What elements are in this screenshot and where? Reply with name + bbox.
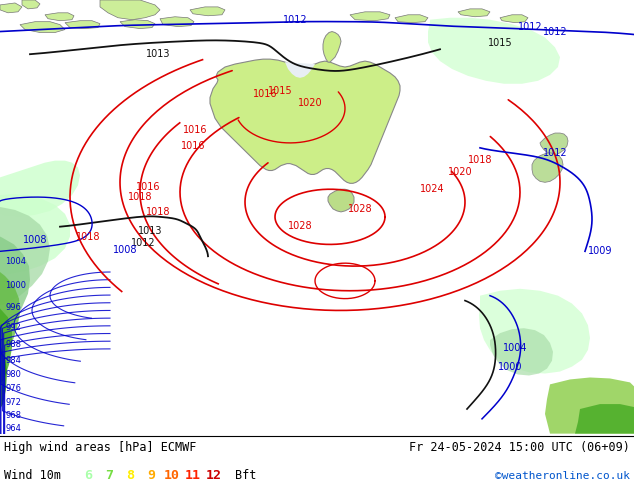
Polygon shape xyxy=(210,59,400,183)
Polygon shape xyxy=(500,15,528,23)
Polygon shape xyxy=(20,22,65,32)
Polygon shape xyxy=(328,189,354,212)
Text: 10: 10 xyxy=(164,469,180,483)
Text: 1018: 1018 xyxy=(75,232,100,242)
Text: 972: 972 xyxy=(5,397,21,407)
Text: 968: 968 xyxy=(5,412,21,420)
Polygon shape xyxy=(540,133,568,155)
Text: 1012: 1012 xyxy=(543,148,567,158)
Text: 1009: 1009 xyxy=(588,246,612,256)
Text: 988: 988 xyxy=(5,341,21,349)
Polygon shape xyxy=(545,377,634,434)
Text: 12: 12 xyxy=(206,469,222,483)
Polygon shape xyxy=(0,161,80,217)
Text: 1008: 1008 xyxy=(23,236,48,245)
Polygon shape xyxy=(323,31,341,62)
Polygon shape xyxy=(479,289,590,373)
Polygon shape xyxy=(22,0,40,9)
Text: 1013: 1013 xyxy=(138,225,162,236)
Text: 9: 9 xyxy=(147,469,155,483)
Text: 1004: 1004 xyxy=(5,257,26,266)
Polygon shape xyxy=(190,7,225,16)
Text: Fr 24-05-2024 15:00 UTC (06+09): Fr 24-05-2024 15:00 UTC (06+09) xyxy=(409,441,630,454)
Polygon shape xyxy=(458,9,490,17)
Polygon shape xyxy=(428,18,560,84)
Text: 1016: 1016 xyxy=(181,141,205,151)
Polygon shape xyxy=(0,272,20,360)
Text: 6: 6 xyxy=(84,469,92,483)
Text: 1012: 1012 xyxy=(518,22,542,32)
Text: 984: 984 xyxy=(5,356,21,365)
Polygon shape xyxy=(0,207,50,306)
Polygon shape xyxy=(45,13,74,21)
Text: 1015: 1015 xyxy=(268,86,292,96)
Text: 1012: 1012 xyxy=(283,15,307,24)
Polygon shape xyxy=(0,3,22,13)
Polygon shape xyxy=(100,0,160,20)
Text: High wind areas [hPa] ECMWF: High wind areas [hPa] ECMWF xyxy=(4,441,197,454)
Text: 1000: 1000 xyxy=(498,362,522,371)
Text: 992: 992 xyxy=(5,323,21,332)
Text: 964: 964 xyxy=(5,424,21,433)
Text: 1012: 1012 xyxy=(543,26,567,37)
Text: 1008: 1008 xyxy=(113,245,137,255)
Text: Bft: Bft xyxy=(235,469,256,483)
Text: 1012: 1012 xyxy=(131,239,155,248)
Text: 1020: 1020 xyxy=(298,98,322,108)
Polygon shape xyxy=(350,12,390,21)
Polygon shape xyxy=(575,404,634,434)
Text: 1000: 1000 xyxy=(5,281,26,290)
Text: 1016: 1016 xyxy=(183,125,207,135)
Text: ©weatheronline.co.uk: ©weatheronline.co.uk xyxy=(495,471,630,481)
Polygon shape xyxy=(395,15,428,23)
Text: 1028: 1028 xyxy=(288,220,313,231)
Text: 1020: 1020 xyxy=(448,168,472,177)
Text: 1024: 1024 xyxy=(420,184,444,194)
Text: 996: 996 xyxy=(5,303,21,312)
Text: Wind 10m: Wind 10m xyxy=(4,469,61,483)
Text: 11: 11 xyxy=(185,469,201,483)
Text: 1016: 1016 xyxy=(136,182,160,192)
Text: 1013: 1013 xyxy=(146,49,171,59)
Polygon shape xyxy=(532,153,563,182)
Text: 1028: 1028 xyxy=(347,204,372,214)
Polygon shape xyxy=(490,328,553,375)
Text: 1016: 1016 xyxy=(253,89,277,98)
Polygon shape xyxy=(0,194,70,276)
Text: 1015: 1015 xyxy=(488,38,512,49)
Text: 1004: 1004 xyxy=(503,343,527,353)
Polygon shape xyxy=(160,17,194,26)
Text: 1018: 1018 xyxy=(468,155,492,165)
Polygon shape xyxy=(120,20,155,28)
Text: 1018: 1018 xyxy=(127,192,152,202)
Polygon shape xyxy=(65,21,100,28)
Polygon shape xyxy=(285,62,315,78)
Text: 980: 980 xyxy=(5,370,21,379)
Text: 7: 7 xyxy=(105,469,113,483)
Polygon shape xyxy=(0,237,30,335)
Polygon shape xyxy=(0,309,12,384)
Text: 8: 8 xyxy=(126,469,134,483)
Polygon shape xyxy=(0,345,7,409)
Text: 1018: 1018 xyxy=(146,207,171,217)
Text: 976: 976 xyxy=(5,384,21,393)
